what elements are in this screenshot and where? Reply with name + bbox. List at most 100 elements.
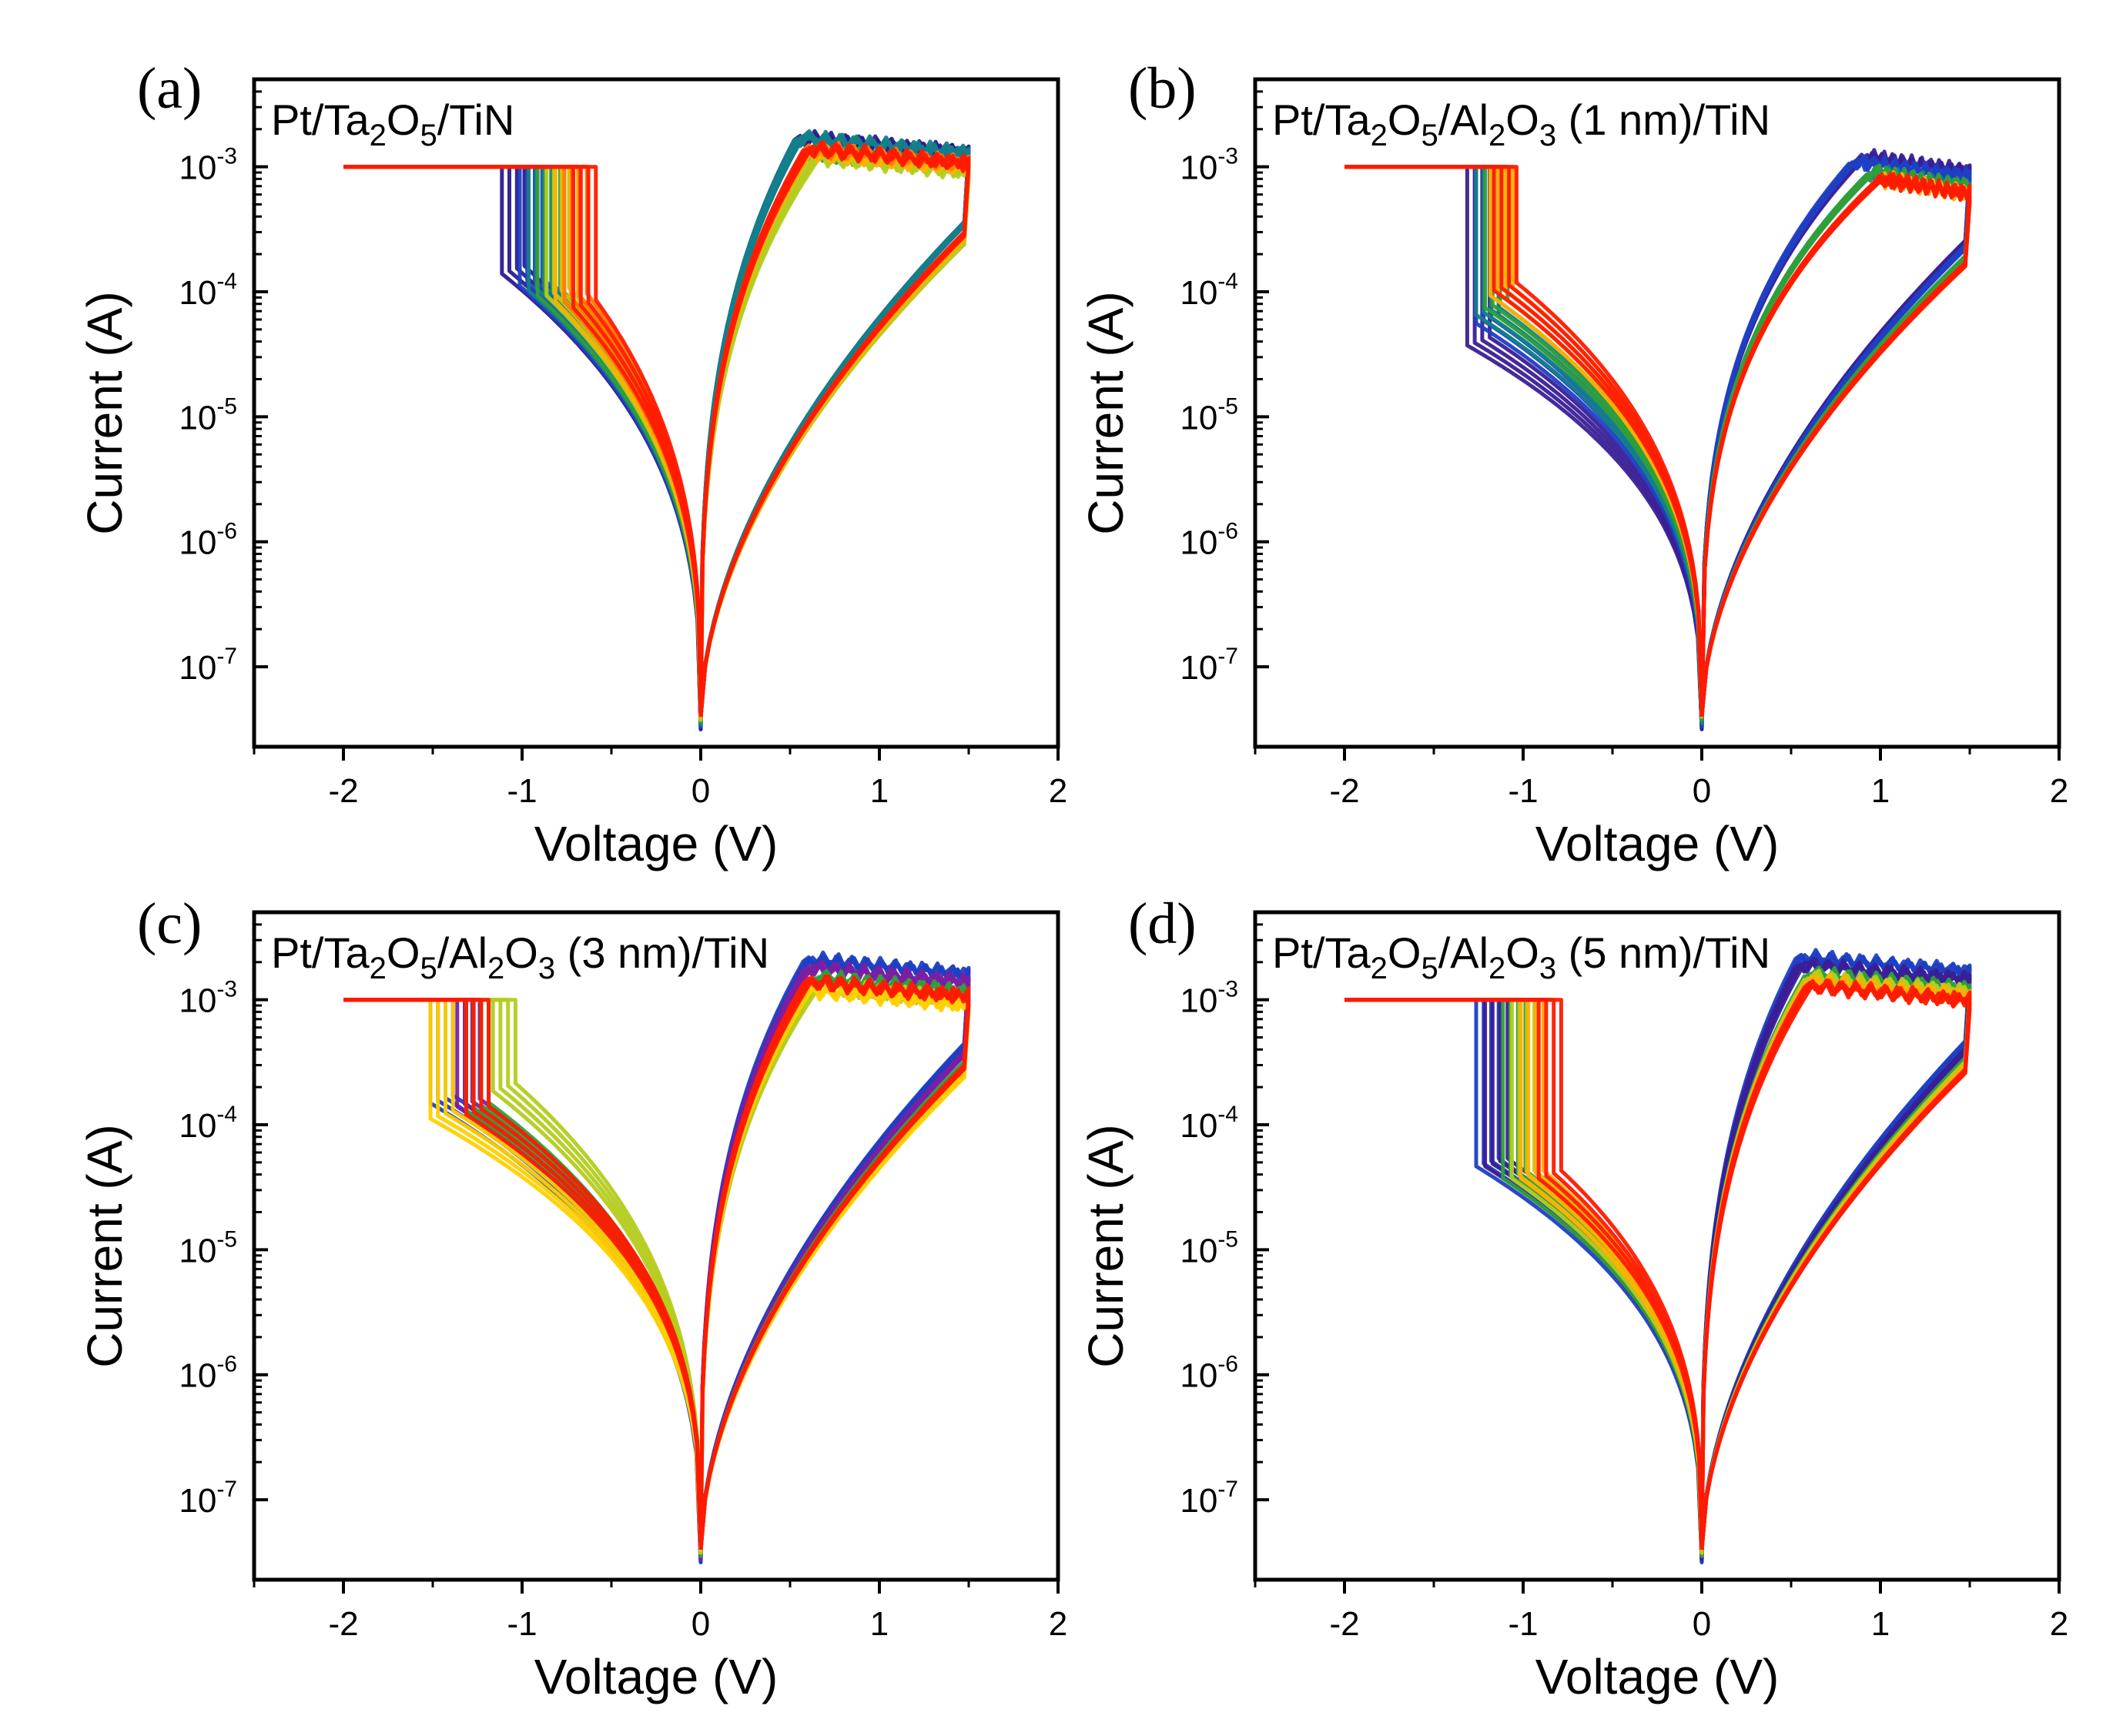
iv-curve-cycle-late bbox=[343, 139, 971, 717]
x-tick-label: 0 bbox=[1693, 772, 1711, 810]
y-tick-label: 10-3 bbox=[179, 144, 237, 187]
y-tick-base: 10 bbox=[179, 399, 216, 437]
y-tick-label: 10-3 bbox=[1180, 144, 1238, 187]
panel-letter: (c) bbox=[137, 891, 202, 956]
y-tick-label: 10-3 bbox=[179, 977, 237, 1020]
x-tick-label: 2 bbox=[2050, 1605, 2068, 1643]
y-tick-label: 10-5 bbox=[1180, 1226, 1238, 1269]
title-subscript: 2 bbox=[1488, 119, 1505, 152]
title-text: /Al bbox=[1438, 928, 1488, 977]
panel-letter: (a) bbox=[137, 56, 202, 121]
y-tick-base: 10 bbox=[179, 149, 216, 187]
x-axis-title: Voltage (V) bbox=[534, 816, 779, 871]
panel-title: Pt/Ta2O5/Al2O3 (3 nm)/TiN bbox=[271, 928, 769, 985]
title-text: Pt/Ta bbox=[271, 928, 370, 977]
title-text: Pt/Ta bbox=[1272, 95, 1371, 144]
y-tick-exponent: -6 bbox=[216, 519, 237, 544]
iv-curves bbox=[1344, 948, 1972, 1564]
y-tick-label: 10-4 bbox=[1180, 269, 1238, 312]
y-tick-base: 10 bbox=[179, 649, 216, 687]
y-tick-exponent: -4 bbox=[1217, 1102, 1238, 1127]
y-tick-base: 10 bbox=[179, 1482, 216, 1520]
x-tick-label: -1 bbox=[1508, 772, 1538, 810]
title-subscript: 5 bbox=[1421, 952, 1438, 985]
title-subscript: 2 bbox=[370, 119, 387, 152]
y-tick-label: 10-5 bbox=[179, 393, 237, 437]
iv-curves bbox=[343, 950, 971, 1564]
title-subscript: 2 bbox=[370, 952, 387, 985]
y-axis-title: Current (A) bbox=[1078, 1124, 1133, 1368]
y-tick-label: 10-5 bbox=[1180, 393, 1238, 437]
y-tick-exponent: -6 bbox=[1217, 1352, 1238, 1377]
y-tick-exponent: -5 bbox=[1217, 1226, 1238, 1252]
x-tick-label: -1 bbox=[507, 772, 537, 810]
title-subscript: 2 bbox=[1488, 952, 1505, 985]
title-subscript: 2 bbox=[487, 952, 504, 985]
y-tick-base: 10 bbox=[179, 982, 216, 1020]
x-tick-label: 0 bbox=[691, 1605, 710, 1643]
title-subscript: 5 bbox=[420, 119, 437, 152]
y-tick-exponent: -3 bbox=[1217, 977, 1238, 1002]
iv-curve-cycle-late bbox=[1344, 978, 1972, 1550]
x-tick-label: 0 bbox=[1693, 1605, 1711, 1643]
x-axis-title: Voltage (V) bbox=[534, 1649, 779, 1704]
plot-frame bbox=[252, 77, 1060, 749]
y-tick-base: 10 bbox=[1180, 1107, 1217, 1145]
y-tick-label: 10-6 bbox=[1180, 1352, 1238, 1395]
title-text: /TiN bbox=[437, 95, 515, 144]
title-text: O bbox=[1388, 95, 1421, 144]
x-tick-label: 1 bbox=[870, 772, 889, 810]
title-text: (3 nm)/TiN bbox=[555, 928, 769, 977]
y-tick-label: 10-6 bbox=[179, 1352, 237, 1395]
title-subscript: 5 bbox=[1421, 119, 1438, 152]
panel-title: Pt/Ta2O5/Al2O3 (1 nm)/TiN bbox=[1272, 95, 1770, 152]
y-axis-title: Current (A) bbox=[77, 1124, 132, 1368]
title-subscript: 2 bbox=[1371, 119, 1388, 152]
y-tick-label: 10-7 bbox=[1180, 1477, 1238, 1520]
title-subscript: 3 bbox=[1539, 119, 1556, 152]
x-tick-label: 2 bbox=[2050, 772, 2068, 810]
y-tick-label: 10-4 bbox=[179, 1102, 237, 1145]
panel-letter: (d) bbox=[1128, 891, 1197, 956]
x-tick-label: -2 bbox=[1329, 1605, 1359, 1643]
y-tick-base: 10 bbox=[179, 274, 216, 312]
y-axis-title: Current (A) bbox=[77, 291, 132, 535]
y-tick-base: 10 bbox=[179, 1232, 216, 1269]
y-tick-label: 10-4 bbox=[1180, 1102, 1238, 1145]
x-tick-label: 1 bbox=[870, 1605, 889, 1643]
y-tick-label: 10-7 bbox=[179, 1477, 237, 1520]
y-tick-label: 10-3 bbox=[1180, 977, 1238, 1020]
y-tick-label: 10-7 bbox=[1180, 644, 1238, 687]
y-tick-exponent: -3 bbox=[216, 977, 237, 1002]
x-tick-label: -2 bbox=[328, 1605, 358, 1643]
x-tick-label: -1 bbox=[507, 1605, 537, 1643]
title-text: O bbox=[387, 928, 420, 977]
title-text: (1 nm)/TiN bbox=[1556, 95, 1770, 144]
y-tick-base: 10 bbox=[179, 524, 216, 562]
title-text: Pt/Ta bbox=[271, 95, 370, 144]
title-text: /Al bbox=[1438, 95, 1488, 144]
title-subscript: 2 bbox=[1371, 952, 1388, 985]
y-axis-title: Current (A) bbox=[1078, 291, 1133, 535]
title-text: /Al bbox=[437, 928, 487, 977]
y-tick-label: 10-4 bbox=[179, 269, 237, 312]
y-tick-exponent: -4 bbox=[216, 269, 237, 294]
title-text: Pt/Ta bbox=[1272, 928, 1371, 977]
y-tick-exponent: -3 bbox=[216, 144, 237, 169]
y-tick-exponent: -7 bbox=[1217, 1477, 1238, 1502]
title-subscript: 3 bbox=[538, 952, 555, 985]
title-text: O bbox=[1505, 928, 1539, 977]
title-subscript: 3 bbox=[1539, 952, 1556, 985]
y-tick-exponent: -7 bbox=[1217, 644, 1238, 669]
plot-frame bbox=[252, 910, 1060, 1582]
y-tick-label: 10-6 bbox=[1180, 519, 1238, 562]
iv-curve-cycle-5 bbox=[343, 981, 971, 1552]
panel-title: Pt/Ta2O5/Al2O3 (5 nm)/TiN bbox=[1272, 928, 1770, 985]
y-tick-exponent: -5 bbox=[1217, 393, 1238, 419]
panel-letter: (b) bbox=[1128, 56, 1197, 121]
y-tick-exponent: -7 bbox=[216, 1477, 237, 1502]
